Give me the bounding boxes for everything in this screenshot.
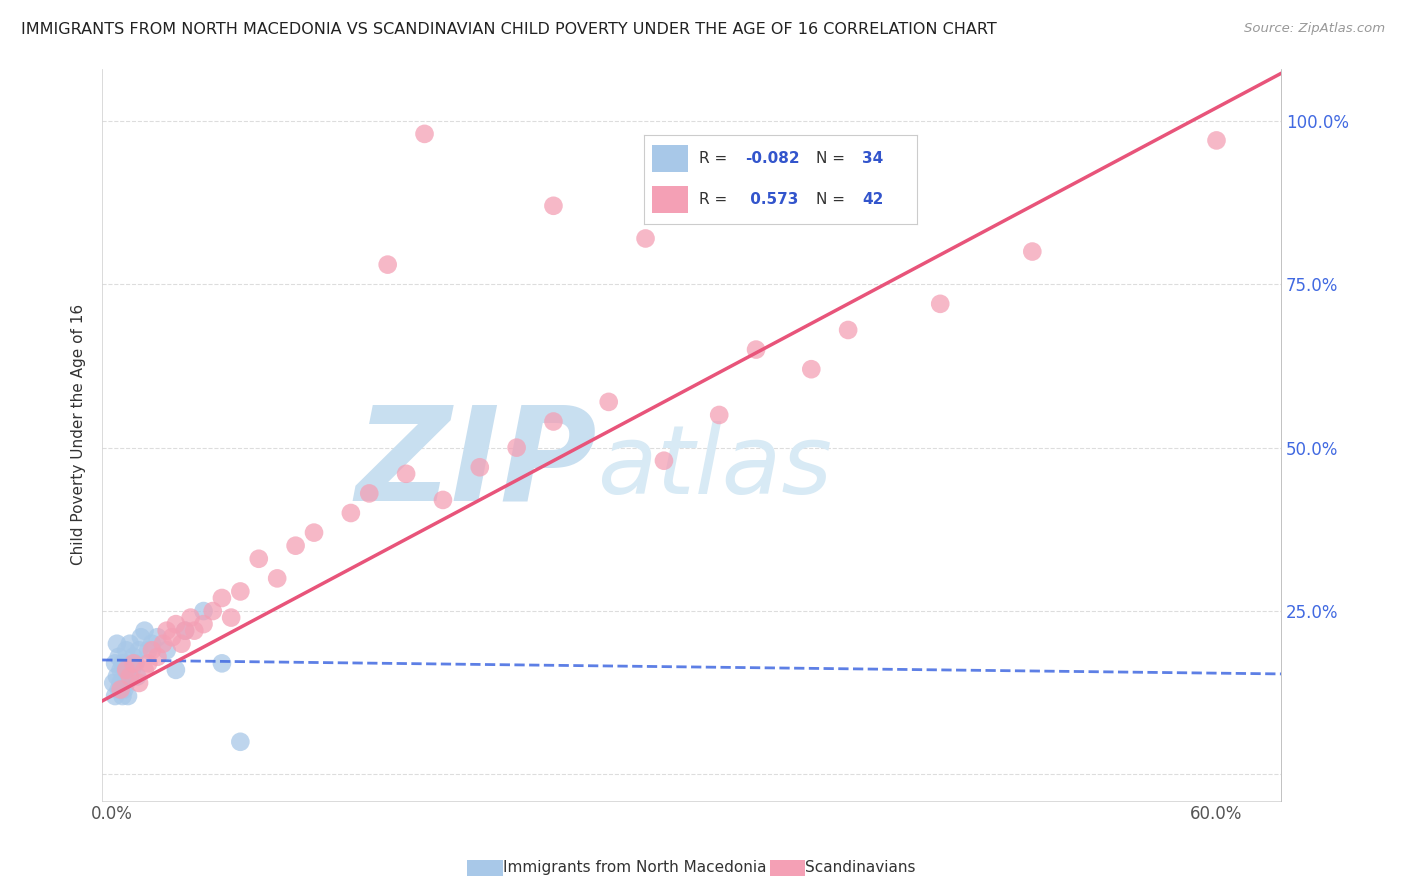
Point	[121, 663, 143, 677]
Point	[302, 525, 325, 540]
Point	[284, 539, 307, 553]
Point	[115, 643, 138, 657]
Point	[111, 689, 134, 703]
Point	[505, 441, 527, 455]
Point	[193, 604, 215, 618]
Point	[124, 657, 146, 671]
Point	[103, 676, 125, 690]
Point	[229, 735, 252, 749]
Point	[165, 663, 187, 677]
Point	[134, 624, 156, 638]
Point	[634, 231, 657, 245]
Point	[929, 297, 952, 311]
Point	[115, 676, 138, 690]
Point	[219, 610, 242, 624]
Point	[165, 617, 187, 632]
Point	[146, 649, 169, 664]
Text: Scandinavians: Scandinavians	[806, 861, 915, 875]
Text: Immigrants from North Macedonia: Immigrants from North Macedonia	[503, 861, 766, 875]
Point	[156, 624, 179, 638]
Point	[136, 643, 159, 657]
Point	[709, 408, 731, 422]
Y-axis label: Child Poverty Under the Age of 16: Child Poverty Under the Age of 16	[72, 304, 86, 566]
Point	[543, 199, 565, 213]
Point	[118, 669, 141, 683]
Text: N =: N =	[815, 192, 849, 207]
Point	[110, 682, 132, 697]
Text: -0.082: -0.082	[745, 151, 800, 166]
Point	[266, 571, 288, 585]
Point	[152, 637, 174, 651]
Point	[211, 657, 233, 671]
Point	[652, 453, 675, 467]
Text: 42: 42	[862, 192, 883, 207]
Text: ZIP: ZIP	[356, 401, 598, 527]
Text: R =: R =	[699, 151, 733, 166]
Point	[340, 506, 363, 520]
Point	[129, 630, 152, 644]
Text: IMMIGRANTS FROM NORTH MACEDONIA VS SCANDINAVIAN CHILD POVERTY UNDER THE AGE OF 1: IMMIGRANTS FROM NORTH MACEDONIA VS SCAND…	[21, 22, 997, 37]
Point	[136, 657, 159, 671]
Point	[107, 649, 129, 664]
Point	[377, 258, 399, 272]
Point	[110, 663, 132, 677]
Point	[180, 610, 202, 624]
Text: R =: R =	[699, 192, 737, 207]
Text: 0.573: 0.573	[745, 192, 799, 207]
Text: 34: 34	[862, 151, 883, 166]
Point	[112, 663, 135, 677]
Point	[115, 663, 138, 677]
Point	[118, 637, 141, 651]
Point	[598, 395, 620, 409]
Point	[110, 676, 132, 690]
Point	[128, 676, 150, 690]
Point	[229, 584, 252, 599]
Point	[127, 669, 149, 683]
Point	[211, 591, 233, 605]
Point	[118, 669, 141, 683]
Point	[395, 467, 418, 481]
Text: N =: N =	[815, 151, 849, 166]
Point	[122, 657, 145, 671]
Point	[745, 343, 768, 357]
Point	[468, 460, 491, 475]
Point	[174, 624, 197, 638]
Point	[432, 492, 454, 507]
Point	[800, 362, 823, 376]
Point	[543, 415, 565, 429]
Text: Source: ZipAtlas.com: Source: ZipAtlas.com	[1244, 22, 1385, 36]
Point	[170, 637, 193, 651]
Point	[1021, 244, 1043, 259]
Point	[201, 604, 224, 618]
Point	[160, 630, 183, 644]
Point	[146, 630, 169, 644]
Point	[183, 624, 205, 638]
Point	[104, 689, 127, 703]
Point	[117, 689, 139, 703]
Point	[359, 486, 381, 500]
Bar	[652, 186, 688, 213]
Point	[111, 657, 134, 671]
Point	[141, 643, 163, 657]
Bar	[652, 145, 688, 172]
Point	[105, 669, 128, 683]
Text: atlas: atlas	[598, 421, 832, 514]
Point	[193, 617, 215, 632]
Point	[128, 643, 150, 657]
Point	[122, 649, 145, 664]
Point	[156, 643, 179, 657]
Point	[413, 127, 436, 141]
Point	[837, 323, 859, 337]
Point	[141, 637, 163, 651]
Point	[104, 657, 127, 671]
Point	[134, 663, 156, 677]
Point	[105, 637, 128, 651]
Point	[1205, 133, 1227, 147]
Point	[107, 682, 129, 697]
Point	[174, 624, 197, 638]
Point	[112, 682, 135, 697]
Point	[247, 551, 270, 566]
